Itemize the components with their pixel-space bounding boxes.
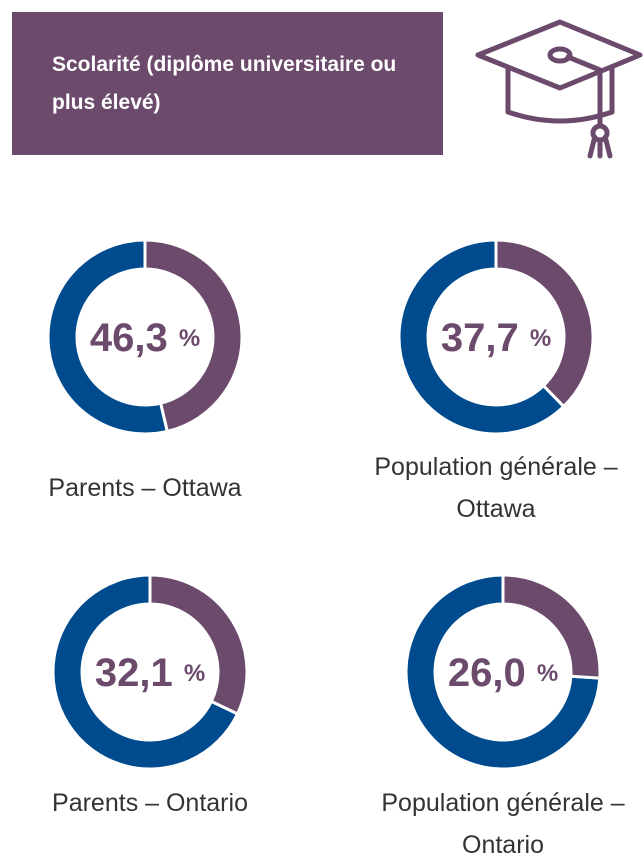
value-label: 32,1 % [95,651,205,695]
graduation-cap-icon [475,19,643,159]
donut-rest [51,573,240,771]
donut-segment [494,238,595,409]
donut-rest [397,238,566,436]
donut-rest [404,573,602,771]
donut-segment [501,573,602,680]
value-label: 26,0 % [448,651,558,695]
donut-rest [46,238,170,436]
donut-caption: Population générale – Ottawa [374,453,618,523]
donut-caption: Population générale – Ontario [381,789,625,856]
title-banner [12,12,443,155]
title: Scolarité (diplôme universitaire ou plus… [52,53,397,114]
value-label: 46,3 % [90,316,200,360]
value-label: 37,7 % [441,316,551,360]
donut-caption: Parents – Ottawa [48,474,242,502]
donut-caption: Parents – Ontario [52,789,248,817]
donut-segment [148,573,249,716]
donut-segment [143,238,244,434]
